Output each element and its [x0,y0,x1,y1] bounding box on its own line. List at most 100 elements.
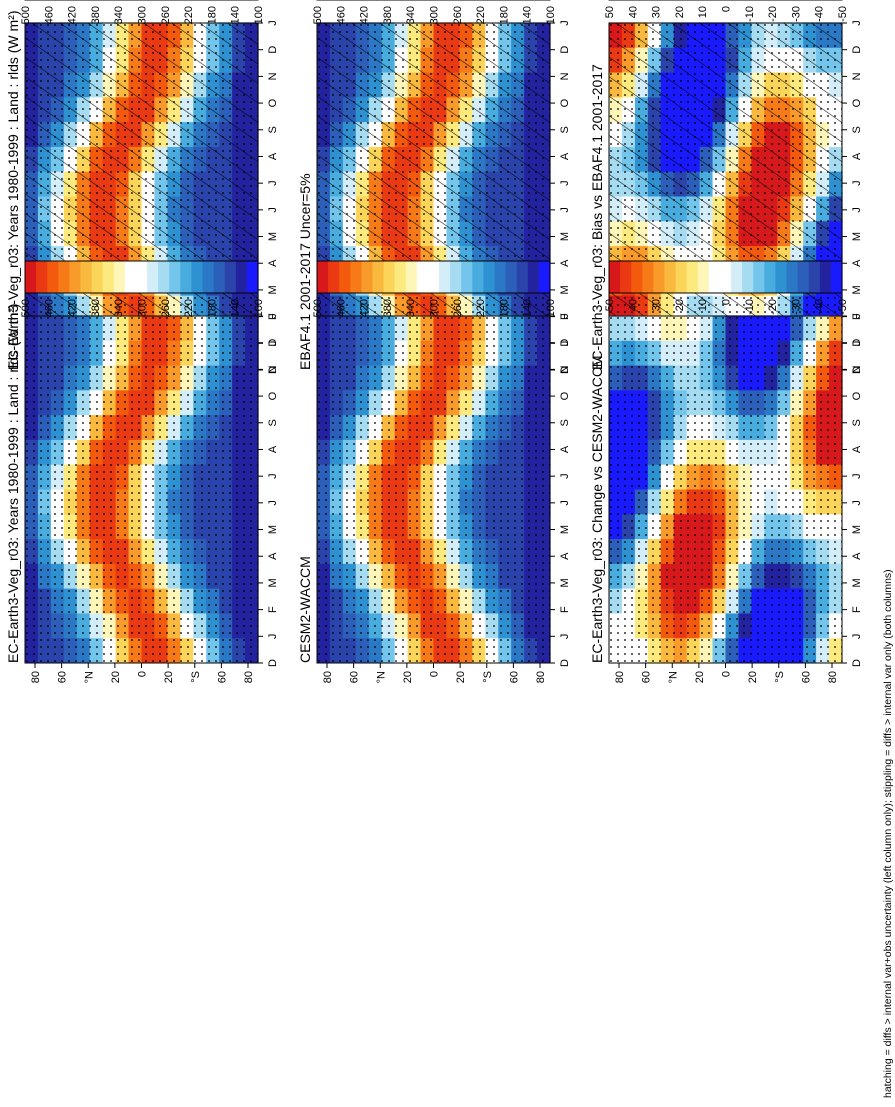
colorbar-swatch [135,261,148,293]
x-tick-label: F [267,606,279,613]
x-tick-label: M [559,525,571,534]
x-tick-label: O [851,98,863,107]
x-tick-label: M [559,232,571,241]
y-tick-label: 60 [349,671,361,683]
y-tick-label: 80 [243,671,255,683]
stippling [609,316,842,663]
colorbar-label: 220 [475,299,487,317]
colorbar-swatch [819,261,832,293]
x-tick-label: J [851,180,863,186]
colorbar-swatch [439,261,451,293]
colorbar-swatch [653,261,665,293]
colorbar-label: 380 [382,6,394,24]
x-tick-label: M [267,232,279,241]
x-tick-label: M [851,525,863,534]
colorbar-swatch [113,261,126,293]
x-tick-label: F [559,313,571,320]
x-tick-label: O [267,98,279,107]
x-tick-label: N [851,72,863,80]
x-tick-label: A [851,152,863,160]
x-tick-label: J [267,180,279,186]
panel-title: EC-Earth3-Veg_r03: Bias vs EBAF4.1 2001-… [589,64,605,370]
colorbar-swatch [538,261,551,293]
colorbar-swatch [461,261,473,293]
y-tick-label: °N [375,671,387,683]
colorbar-swatch [394,261,407,293]
colorbar-swatch [147,261,159,293]
x-tick-label: J [267,500,279,506]
colorbar-swatch [494,261,507,293]
colorbar-label: 380 [382,299,394,317]
x-tick-label: J [559,500,571,506]
colorbar: 500 460 420 380 340 300 260 220 180 140 100 [20,260,265,317]
colorbar-label: 140 [522,299,534,317]
stippling [25,316,258,663]
colorbar-label: 10 [697,6,709,18]
y-tick-label: 0 [429,671,441,677]
colorbar: 500 460 420 380 340 300 260 220 180 140 100 [20,0,265,24]
colorbar-label: 460 [335,299,347,317]
y-tick-label: °S [482,671,494,683]
colorbar-label: 300 [429,299,441,317]
colorbar-swatch [80,261,93,293]
x-tick-label: J [267,313,279,319]
y-ticks: 80 60 °N 20 0 20 °S 60 80 [614,663,839,683]
colorbar-label: 500 [20,6,32,24]
y-ticks: 80 60 °N 20 0 20 °S 60 80 [322,663,547,683]
colorbar-label: 180 [206,299,218,317]
colorbar-swatch [808,261,821,293]
x-tick-label: J [559,313,571,319]
x-tick-label: N [267,365,279,373]
colorbar-label: 420 [359,6,371,24]
stippling [317,316,550,663]
colorbar-label: 50 [604,6,616,18]
x-tick-label: S [851,126,863,133]
colorbar-label: 140 [522,6,534,24]
x-tick-label: J [559,180,571,186]
colorbar-label: 420 [67,299,79,317]
x-tick-label: M [559,578,571,587]
colorbar-swatch [383,261,396,293]
y-tick-label: 0 [137,671,149,677]
x-tick-label: J [267,634,279,640]
colorbar-label: 300 [137,299,149,317]
colorbar-swatch [246,261,259,293]
y-tick-label: 80 [827,671,839,683]
colorbar-label: -30 [790,299,802,315]
colorbar-label: 180 [498,6,510,24]
y-tick-label: 80 [614,671,626,683]
colorbar-swatch [202,261,215,293]
colorbar: 500 460 420 380 340 300 260 220 180 140 100 [312,0,557,24]
colorbar-label: -40 [814,6,826,22]
colorbar-label: 340 [113,6,125,24]
colorbar-label: 180 [206,6,218,24]
colorbar-swatch [47,261,59,293]
x-tick-label: O [559,391,571,400]
colorbar-label: 30 [651,299,663,311]
colorbar-swatch [642,261,654,293]
colorbar-label: -20 [767,6,779,22]
colorbar-swatch [235,261,248,293]
y-tick-label: 60 [508,671,520,683]
x-tick-label: M [851,232,863,241]
colorbar-swatch [731,261,743,293]
y-ticks: 80 60 °N 20 0 20 °S 60 80 [30,663,255,683]
panel-p2: EC-Earth3-Veg_r03: Years 1980-1999 : Lan… [5,260,279,683]
colorbar-label: 340 [405,6,417,24]
colorbar-swatch [753,261,765,293]
colorbar-label: 10 [697,299,709,311]
colorbar-swatch [797,261,810,293]
y-tick-label: 20 [402,671,414,683]
colorbar-swatch [124,261,137,293]
x-tick-label: A [267,259,279,267]
colorbar-swatch [708,261,721,293]
colorbar-swatch [505,261,518,293]
colorbar-swatch [102,261,115,293]
x-tick-label: J [851,20,863,26]
y-tick-label: 20 [110,671,122,683]
colorbar-swatch [450,261,462,293]
colorbar-swatch [830,261,843,293]
colorbar-swatch [328,261,340,293]
